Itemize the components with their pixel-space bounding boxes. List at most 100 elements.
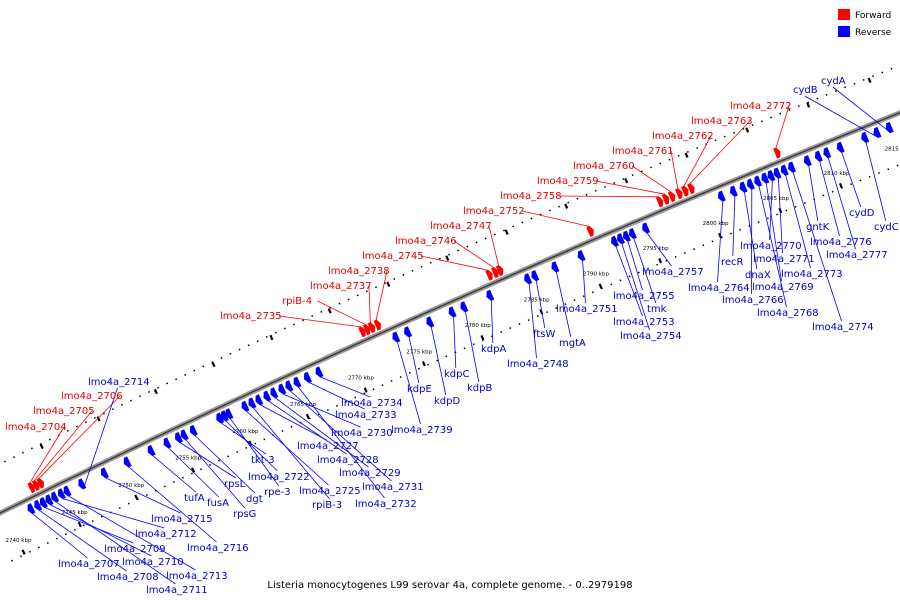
leader-line bbox=[453, 317, 457, 369]
reverse-gene-arrow bbox=[255, 394, 264, 406]
leader-line bbox=[631, 165, 671, 193]
tick-label: 2780 kbp bbox=[465, 323, 491, 329]
leader-line bbox=[785, 175, 811, 269]
leader-line bbox=[683, 135, 712, 187]
leader-line bbox=[152, 455, 197, 493]
leader-line bbox=[769, 180, 773, 241]
gene-label: lmo4a_2707 bbox=[58, 559, 120, 570]
gene-label: dnaX bbox=[745, 270, 771, 281]
tick-label: 2770 kbp bbox=[348, 376, 374, 382]
gene-features bbox=[27, 122, 894, 515]
leader-line bbox=[627, 241, 643, 291]
legend: Forward Reverse bbox=[838, 9, 892, 38]
leader-line bbox=[717, 201, 724, 283]
gene-label: lmo4a_2739 bbox=[391, 425, 453, 436]
tick-mark-outer bbox=[211, 361, 216, 368]
leader-line bbox=[621, 243, 650, 331]
gene-label: lmo4a_2735 bbox=[220, 311, 282, 322]
tick-label: 2750 kbp bbox=[118, 483, 144, 489]
gene-label: lmo4a_2768 bbox=[757, 308, 819, 319]
forward-gene-arrow bbox=[681, 185, 689, 197]
tick-mark-outer bbox=[269, 334, 274, 341]
gene-label: lmo4a_2708 bbox=[97, 572, 159, 583]
tick-mark-inner bbox=[191, 467, 196, 473]
reverse-gene-arrow bbox=[577, 250, 586, 262]
tick-mark-outer bbox=[96, 416, 101, 422]
tick-mark-outer bbox=[684, 152, 689, 158]
leader-line bbox=[275, 397, 369, 468]
gene-label: lmo4a_2774 bbox=[812, 322, 874, 333]
tick-mark-outer bbox=[153, 388, 158, 395]
gene-label: lmo4a_2777 bbox=[826, 250, 888, 261]
reverse-gene-arrow bbox=[303, 371, 312, 383]
reverse-gene-arrow bbox=[225, 408, 234, 420]
gene-label: lmo4a_2753 bbox=[613, 317, 675, 328]
leader-line bbox=[595, 180, 665, 195]
axis-centerline bbox=[0, 112, 900, 514]
reverse-gene-arrow bbox=[873, 126, 882, 139]
gene-label: lmo4a_2751 bbox=[556, 304, 618, 315]
tick-mark-outer bbox=[564, 203, 569, 209]
reverse-gene-arrow bbox=[551, 261, 560, 273]
reverse-gene-arrow bbox=[293, 376, 302, 388]
leader-line bbox=[765, 183, 782, 282]
legend-swatch-forward bbox=[838, 9, 850, 20]
gene-label: lmo4a_2709 bbox=[104, 544, 166, 555]
gene-label: lmo4a_2704 bbox=[5, 422, 67, 433]
gene-label: lmo4a_2758 bbox=[500, 191, 562, 202]
gene-label: recR bbox=[721, 257, 744, 268]
reverse-gene-arrow bbox=[788, 161, 797, 173]
leader-line bbox=[290, 390, 392, 482]
reverse-gene-arrow bbox=[51, 491, 60, 503]
leader-line bbox=[68, 495, 196, 571]
leader-line bbox=[832, 86, 891, 134]
gene-label: lmo4a_2755 bbox=[613, 291, 675, 302]
leader-line bbox=[670, 150, 679, 189]
axis-ticks: 2740 kbp 2745 kbp 2750 kbp 2755 kbp 2760 kbp… bbox=[6, 77, 900, 555]
tick-mark-outer bbox=[504, 229, 509, 235]
leader-line bbox=[278, 315, 361, 328]
gene-label: lmo4a_2730 bbox=[331, 428, 393, 439]
reverse-gene-arrow bbox=[241, 400, 250, 412]
leader-line bbox=[268, 400, 347, 455]
gene-label: kdpD bbox=[434, 396, 460, 407]
leader-line bbox=[420, 255, 488, 271]
reverse-gene-arrow bbox=[123, 456, 132, 468]
leader-line bbox=[744, 192, 758, 270]
gene-label: dgt bbox=[246, 494, 263, 505]
leader-line bbox=[260, 404, 327, 441]
reverse-gene-arrow bbox=[392, 331, 401, 343]
forward-gene-arrow bbox=[31, 480, 40, 491]
forward-gene-arrow bbox=[773, 147, 781, 159]
forward-gene-arrow bbox=[495, 265, 504, 277]
leader-line bbox=[521, 210, 590, 227]
leader-line bbox=[865, 142, 887, 222]
tick-mark-outer bbox=[386, 281, 391, 288]
leader-line bbox=[62, 498, 165, 529]
gene-label: lmo4a_2712 bbox=[135, 529, 197, 540]
leader-line bbox=[230, 418, 280, 487]
reverse-gene-arrow bbox=[622, 230, 631, 242]
leader-line bbox=[430, 326, 447, 396]
forward-gene-arrow bbox=[27, 482, 35, 494]
gene-label: lmo4a_2764 bbox=[688, 283, 750, 294]
tick-mark-inner bbox=[658, 257, 663, 264]
tick-mark-inner bbox=[21, 549, 26, 555]
tick-mark-outer bbox=[327, 308, 332, 314]
gene-label: lmo4a_2762 bbox=[652, 131, 714, 142]
leader-line bbox=[253, 407, 331, 500]
leader-line bbox=[298, 386, 385, 499]
tick-label: 2785 kbp bbox=[524, 297, 550, 303]
tick-mark-inner bbox=[363, 387, 368, 393]
reverse-gene-arrow bbox=[216, 412, 225, 424]
gene-label: tmk bbox=[647, 304, 667, 315]
forward-gene-arrow bbox=[362, 324, 371, 336]
tick-mark-inner bbox=[480, 334, 485, 341]
gene-label: rpiB-4 bbox=[282, 296, 312, 307]
leader-line bbox=[556, 271, 572, 338]
leader-line bbox=[819, 161, 840, 237]
gene-label: kdpB bbox=[467, 383, 492, 394]
gene-label: lmo4a_2727 bbox=[297, 441, 359, 452]
